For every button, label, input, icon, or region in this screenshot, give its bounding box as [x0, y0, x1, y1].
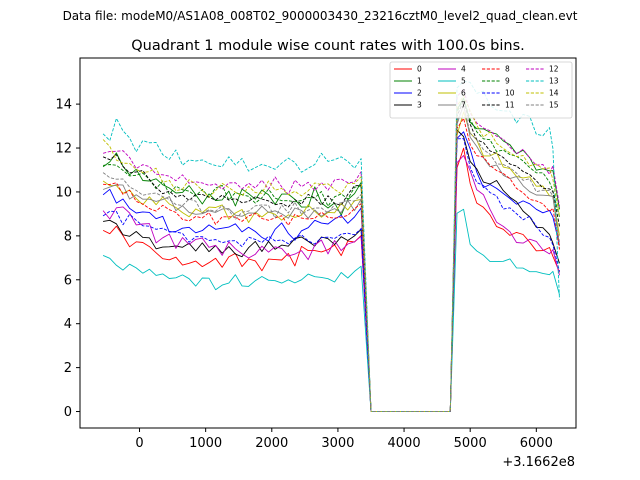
series-line-7 — [102, 104, 560, 412]
series-line-13 — [102, 80, 560, 412]
legend-label-6: 6 — [461, 89, 466, 98]
series-line-11 — [102, 100, 560, 412]
series-line-15 — [102, 104, 560, 412]
y-tick-label: 8 — [64, 229, 72, 244]
legend-label-12: 12 — [549, 65, 559, 74]
legend-label-3: 3 — [417, 101, 422, 110]
legend-label-4: 4 — [461, 65, 466, 74]
series-line-0 — [102, 147, 560, 412]
x-axis-offset-label: +3.1662e8 — [502, 455, 575, 470]
axes-frame — [79, 57, 577, 429]
legend-label-8: 8 — [505, 65, 510, 74]
x-tick-label: 5000 — [454, 436, 487, 451]
legend-label-15: 15 — [549, 101, 559, 110]
legend-label-7: 7 — [461, 101, 466, 110]
legend-label-13: 13 — [549, 77, 559, 86]
x-tick-label: 6000 — [520, 436, 553, 451]
legend-label-14: 14 — [549, 89, 559, 98]
series-line-6 — [102, 111, 560, 412]
legend-label-10: 10 — [505, 89, 515, 98]
y-tick-label: 0 — [64, 405, 72, 420]
series-line-4 — [102, 155, 560, 412]
legend-label-11: 11 — [505, 101, 515, 110]
legend-box — [389, 61, 573, 119]
plot-area-series — [102, 80, 560, 412]
x-tick-label: 1000 — [189, 436, 222, 451]
series-line-14 — [102, 95, 560, 412]
y-tick-label: 6 — [64, 273, 72, 288]
legend-label-9: 9 — [505, 77, 510, 86]
legend-label-2: 2 — [417, 89, 422, 98]
legend-label-5: 5 — [461, 77, 466, 86]
y-tick-label: 12 — [55, 142, 72, 157]
figure-suptitle: Data file: modeM0/AS1A08_008T02_90000034… — [63, 9, 578, 23]
legend-label-1: 1 — [417, 77, 422, 86]
x-tick-label: 4000 — [388, 436, 421, 451]
y-tick-label: 4 — [64, 317, 72, 332]
series-line-5 — [102, 208, 560, 412]
chart-title: Quadrant 1 module wise count rates with … — [131, 38, 525, 54]
x-tick-label: 2000 — [255, 436, 288, 451]
series-line-10 — [102, 138, 560, 412]
y-tick-label: 10 — [55, 185, 72, 200]
series-line-9 — [103, 98, 560, 412]
series-line-12 — [102, 88, 560, 412]
legend-label-0: 0 — [417, 65, 422, 74]
series-line-2 — [102, 131, 560, 412]
series-line-8 — [103, 117, 560, 412]
x-tick-label: 3000 — [321, 436, 354, 451]
x-tick-label: 0 — [135, 436, 143, 451]
y-tick-label: 14 — [55, 98, 72, 113]
y-tick-label: 2 — [64, 361, 72, 376]
axis-ticks: 0 1000 2000 3000 4000 5000 6000 0 2 4 6 8 10 12 14 — [55, 98, 552, 451]
